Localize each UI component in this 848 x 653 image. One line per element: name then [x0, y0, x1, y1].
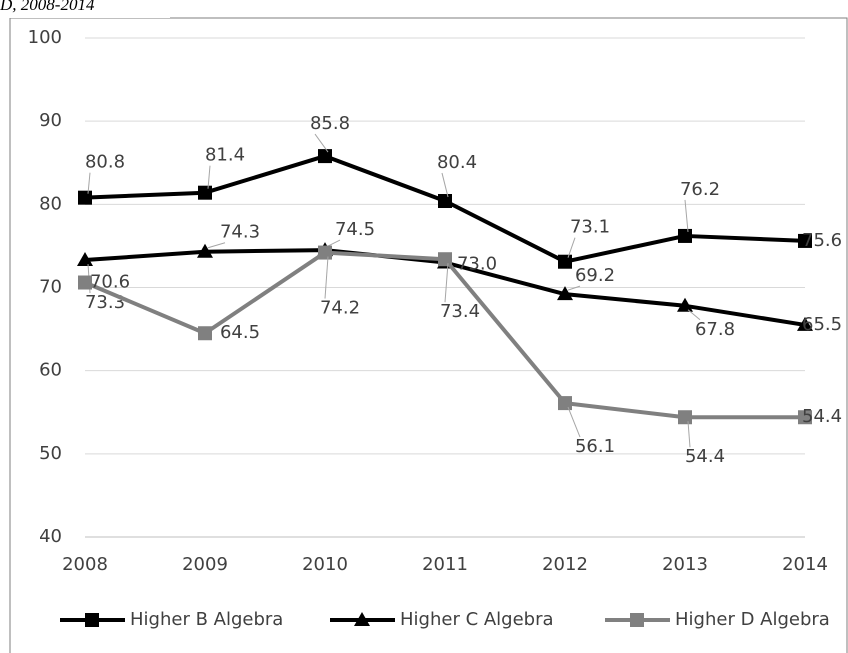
data-label: 73.1: [570, 217, 610, 238]
y-tick-label: 40: [39, 526, 62, 547]
x-tick-label: 2013: [662, 554, 708, 575]
point: [798, 410, 812, 425]
point: [198, 326, 212, 341]
data-label: 80.4: [437, 152, 477, 173]
leader-line: [567, 237, 576, 258]
point: [558, 396, 572, 411]
point: [557, 286, 573, 301]
leader-line: [324, 256, 329, 299]
y-tick-label: 100: [28, 27, 62, 48]
leader-line: [327, 239, 341, 247]
data-label: 75.6: [802, 230, 842, 251]
x-tick-label: 2014: [782, 554, 828, 575]
data-label: 74.3: [220, 222, 260, 243]
leader-line: [444, 263, 449, 303]
leader-line: [687, 421, 691, 448]
data-label: 81.4: [205, 145, 245, 166]
leader-line: [87, 172, 91, 194]
point: [678, 228, 692, 243]
legend-label: Higher C Algebra: [400, 609, 554, 630]
x-tick-label: 2010: [302, 554, 348, 575]
point: [797, 316, 813, 331]
legend-label: Higher B Algebra: [130, 609, 283, 630]
chart-title: D, 2008-2014: [0, 0, 95, 14]
point: [78, 275, 92, 290]
legend-marker: [630, 613, 644, 627]
data-label: 74.2: [320, 298, 360, 319]
data-label: 73.0: [457, 254, 497, 275]
leader-line: [314, 133, 329, 153]
data-label: 74.5: [335, 219, 375, 240]
x-tick-label: 2008: [62, 554, 108, 575]
leader-line: [684, 199, 689, 232]
data-label: 70.6: [90, 272, 130, 293]
data-label: 80.8: [85, 152, 125, 173]
y-tick-label: 50: [39, 443, 62, 464]
data-label: 67.8: [695, 319, 735, 340]
point: [438, 252, 452, 267]
legend-marker: [85, 613, 99, 627]
point: [77, 252, 93, 267]
legend-label: Higher D Algebra: [675, 609, 830, 630]
point: [678, 410, 692, 425]
leader-line: [207, 165, 211, 189]
x-tick-label: 2009: [182, 554, 228, 575]
leader-line: [207, 242, 226, 249]
x-tick-label: 2011: [422, 554, 468, 575]
legend-marker: [354, 612, 370, 626]
x-tick-label: 2012: [542, 554, 588, 575]
point: [677, 297, 693, 312]
data-label: 54.4: [685, 446, 725, 467]
chart-frame: [9, 17, 848, 653]
y-tick-label: 70: [39, 277, 62, 298]
data-label: 64.5: [220, 322, 260, 343]
point: [197, 243, 213, 258]
point: [78, 190, 92, 205]
leader-line: [567, 285, 581, 291]
point: [318, 245, 332, 260]
leader-line: [567, 406, 581, 438]
data-label: 76.2: [680, 179, 720, 200]
title-backdrop: [0, 0, 170, 18]
data-label: 85.8: [310, 113, 350, 134]
data-label: 54.4: [802, 406, 842, 427]
y-tick-label: 60: [39, 360, 62, 381]
data-label: 69.2: [575, 265, 615, 286]
leader-line: [687, 309, 701, 321]
data-label: 73.4: [440, 301, 480, 322]
point: [318, 149, 332, 164]
point: [798, 233, 812, 248]
data-label: 56.1: [575, 436, 615, 457]
y-tick-label: 80: [39, 193, 62, 214]
leader-line: [441, 172, 449, 198]
point: [558, 254, 572, 269]
point: [438, 194, 452, 209]
y-tick-label: 90: [39, 110, 62, 131]
data-label: 65.5: [802, 314, 842, 335]
point: [198, 185, 212, 200]
